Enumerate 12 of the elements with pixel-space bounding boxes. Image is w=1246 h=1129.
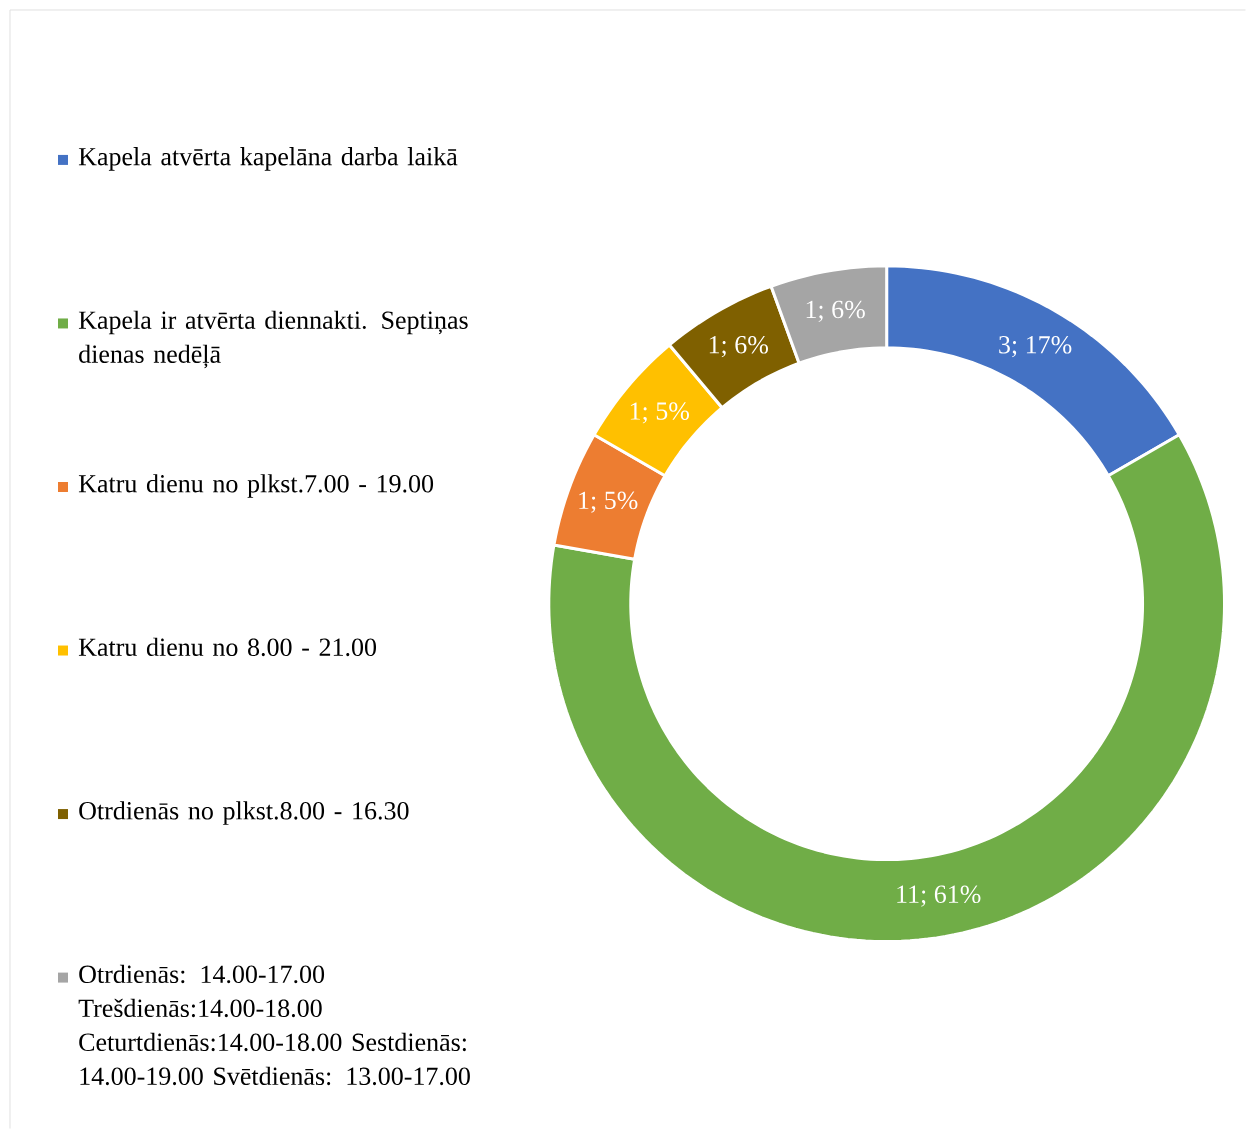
data-label: 1; 6% [806,300,865,322]
legend-label: Kapela ir atvērta diennakti. Septiņas dienas nedēļā [78,310,468,369]
legend-label: Katru dienu no plkst.7.00 - 19.00 [78,474,434,498]
data-label: 11; 61% [897,885,981,907]
data-label: 1; 5% [630,402,690,424]
data-label: 1; 6% [709,335,769,358]
legend-label: Katru dienu no 8.00 - 21.00 [78,637,377,657]
legend-label: Otrdienās: 14.00-17.00 Trešdienās:14.00-18.00 Ceturtdienās:14.00-18.00 Sestdienās: 14.00-19.00 Svētdienās: 13.00-17.00 [78,964,470,1086]
data-label: 1; 5% [579,491,638,513]
legend-label: Otrdienās no plkst.8.00 - 16.30 [79,801,409,825]
data-label: 3; 17% [999,335,1072,358]
legend-label: Kapela atvērta kapelāna darba laikā [78,147,458,171]
